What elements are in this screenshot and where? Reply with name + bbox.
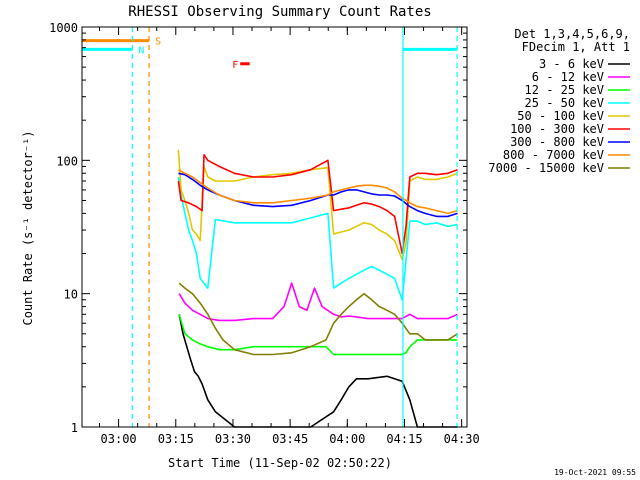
plot-frame — [81, 26, 468, 428]
y-tick-label-2: 10 — [64, 288, 78, 302]
legend-label-8: 800 - 7000 keV — [503, 148, 604, 162]
x-tick-label-3: 03:30 — [215, 432, 251, 446]
series-line-6 — [177, 154, 458, 255]
legend-label-1: 3 - 6 keV — [539, 57, 604, 71]
series-line-9 — [178, 282, 458, 356]
legend-label-5: 50 - 100 keV — [517, 109, 604, 123]
legend-label-7: 300 - 800 keV — [510, 135, 604, 149]
series-line-2 — [178, 282, 458, 322]
x-tick-label-5: 04:00 — [329, 432, 365, 446]
series-line-3 — [178, 314, 458, 356]
y-tick-label-1: 1 — [71, 421, 78, 435]
x-tick-label-2: 03:15 — [158, 432, 194, 446]
legend: Det 1,3,4,5,6,9, FDecim 1, Att 1 3 - 6 k… — [488, 27, 630, 175]
x-tick-label-7: 04:30 — [444, 432, 480, 446]
chart-title: RHESSI Observing Summary Count Rates — [128, 4, 431, 20]
legend-label-4: 25 - 50 keV — [525, 96, 604, 110]
x-tick-label-4: 03:45 — [272, 432, 308, 446]
flag-label-4: F — [232, 60, 238, 71]
legend-header-line-2: FDecim 1, Att 1 — [522, 40, 630, 54]
flag-layer: SN F — [82, 37, 458, 71]
legend-label-6: 100 - 300 keV — [510, 122, 604, 136]
legend-header-line-1: Det 1,3,4,5,6,9, — [514, 27, 630, 41]
y-axis: 1 10 100 1000 — [49, 21, 467, 435]
legend-label-2: 6 - 12 keV — [532, 70, 604, 84]
series-line-7 — [178, 172, 458, 218]
flag-label-2: N — [138, 45, 144, 56]
flag-label-1: S — [155, 37, 161, 48]
legend-label-9: 7000 - 15000 keV — [488, 161, 604, 175]
legend-label-3: 12 - 25 keV — [525, 83, 604, 97]
y-tick-label-4: 1000 — [49, 21, 78, 35]
x-tick-label-1: 03:00 — [101, 432, 137, 446]
series-line-8 — [178, 169, 458, 215]
x-axis-label: Start Time (11-Sep-02 02:50:22) — [168, 456, 392, 470]
footer-timestamp: 19-Oct-2021 09:55 — [554, 468, 636, 477]
y-tick-label-3: 100 — [56, 154, 78, 168]
x-axis: 03:00 03:15 03:30 03:45 04:00 04:15 04:30 — [99, 27, 480, 446]
x-tick-label-6: 04:15 — [386, 432, 422, 446]
series-line-4 — [177, 176, 458, 301]
series-layer — [177, 149, 458, 428]
y-axis-label: Count Rate (s⁻¹ detector⁻¹) — [21, 130, 35, 325]
marker-layer — [131, 27, 458, 427]
